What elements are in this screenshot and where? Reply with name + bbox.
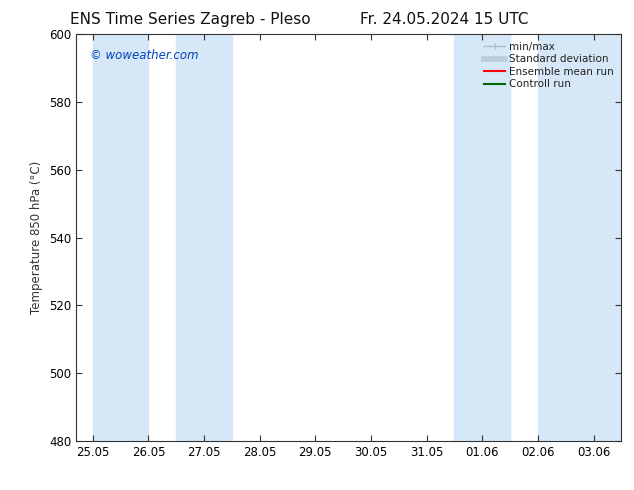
- Text: ENS Time Series Zagreb - Pleso: ENS Time Series Zagreb - Pleso: [70, 12, 311, 27]
- Text: © woweather.com: © woweather.com: [90, 49, 198, 62]
- Bar: [455, 34, 510, 441]
- Bar: [93, 34, 148, 441]
- Bar: [538, 34, 621, 441]
- Bar: [176, 34, 232, 441]
- Text: Fr. 24.05.2024 15 UTC: Fr. 24.05.2024 15 UTC: [359, 12, 528, 27]
- Y-axis label: Temperature 850 hPa (°C): Temperature 850 hPa (°C): [30, 161, 43, 314]
- Legend: min/max, Standard deviation, Ensemble mean run, Controll run: min/max, Standard deviation, Ensemble me…: [482, 40, 616, 92]
